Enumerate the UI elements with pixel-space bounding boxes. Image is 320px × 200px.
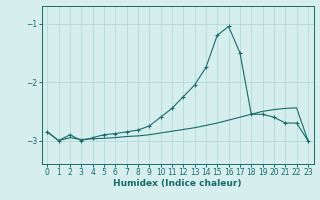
X-axis label: Humidex (Indice chaleur): Humidex (Indice chaleur) [113,179,242,188]
